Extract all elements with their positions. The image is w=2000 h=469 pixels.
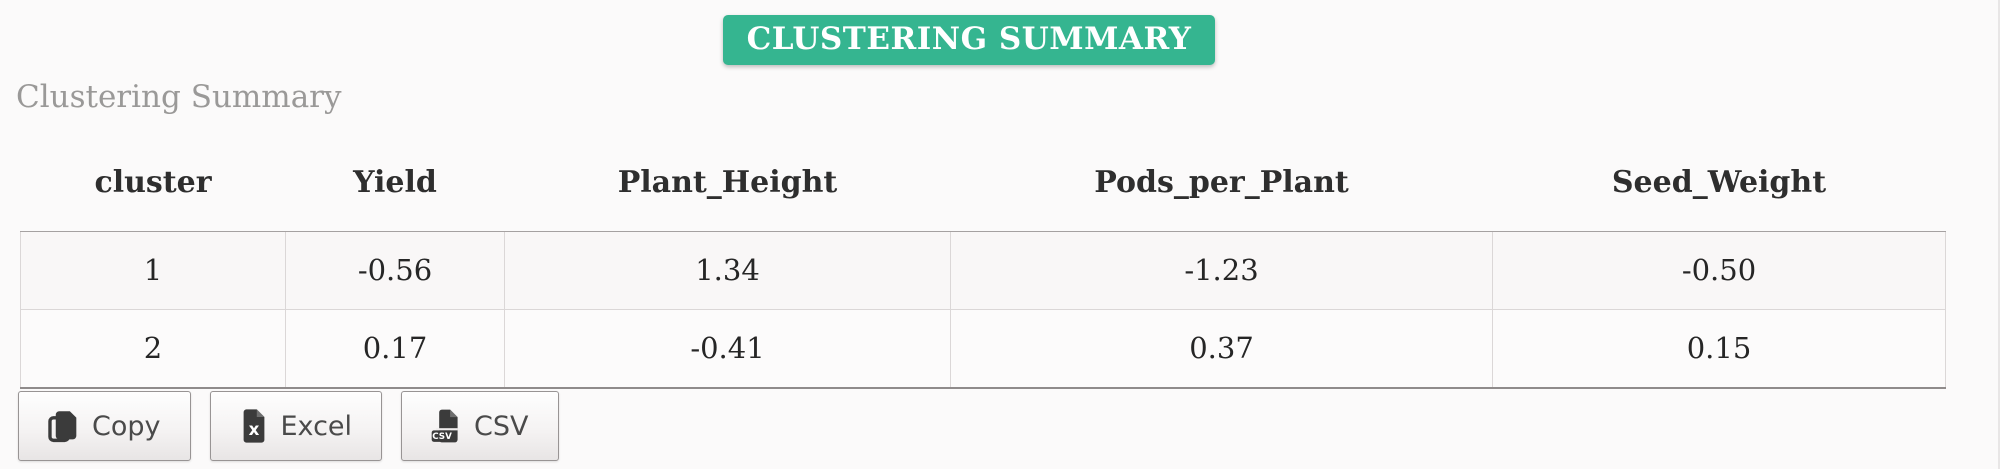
column-header-plant-height: Plant_Height <box>504 132 951 232</box>
cell-plant-height: -0.41 <box>504 309 951 389</box>
table-header-row: cluster Yield Plant_Height Pods_per_Plan… <box>20 132 1946 232</box>
svg-text:CSV: CSV <box>432 432 452 442</box>
copy-button[interactable]: Copy <box>18 391 191 461</box>
svg-text:x: x <box>248 420 259 439</box>
cell-seed-weight: 0.15 <box>1492 309 1946 389</box>
badge-row: CLUSTERING SUMMARY <box>0 0 1998 67</box>
cell-seed-weight: -0.50 <box>1492 231 1946 310</box>
csv-button-label: CSV <box>474 410 529 442</box>
cell-cluster: 2 <box>20 309 286 389</box>
export-buttons: Copy x Excel CSV <box>18 391 1998 461</box>
table-row: 2 0.17 -0.41 0.37 0.15 <box>20 309 1946 389</box>
excel-button[interactable]: x Excel <box>209 391 383 461</box>
csv-button[interactable]: CSV CSV <box>401 391 559 461</box>
column-header-seed-weight: Seed_Weight <box>1492 132 1946 232</box>
column-header-pods-per-plant: Pods_per_Plant <box>950 132 1493 232</box>
file-csv-icon: CSV <box>431 408 461 444</box>
column-header-cluster: cluster <box>20 132 286 232</box>
column-header-yield: Yield <box>285 132 505 232</box>
cell-yield: 0.17 <box>285 309 505 389</box>
cell-cluster: 1 <box>20 231 286 310</box>
cell-plant-height: 1.34 <box>504 231 951 310</box>
cell-pods-per-plant: -1.23 <box>950 231 1493 310</box>
cell-yield: -0.56 <box>285 231 505 310</box>
section-title: Clustering Summary <box>16 79 342 115</box>
clustering-summary-button[interactable]: CLUSTERING SUMMARY <box>722 15 1216 65</box>
table-row: 1 -0.56 1.34 -1.23 -0.50 <box>20 231 1946 310</box>
clustering-summary-table: cluster Yield Plant_Height Pods_per_Plan… <box>20 132 1946 389</box>
cell-pods-per-plant: 0.37 <box>950 309 1493 389</box>
excel-button-label: Excel <box>280 410 353 442</box>
file-excel-icon: x <box>240 408 268 444</box>
copy-icon <box>48 409 79 443</box>
copy-button-label: Copy <box>92 410 161 442</box>
